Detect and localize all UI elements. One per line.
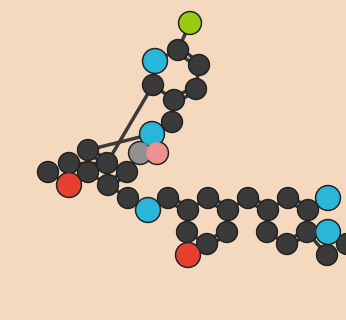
Circle shape: [118, 163, 136, 181]
Circle shape: [136, 197, 161, 222]
Circle shape: [297, 221, 318, 243]
Circle shape: [177, 199, 199, 220]
Circle shape: [147, 143, 167, 163]
Circle shape: [219, 201, 237, 219]
Circle shape: [141, 123, 163, 145]
Circle shape: [189, 54, 209, 76]
Circle shape: [317, 221, 339, 243]
Circle shape: [316, 220, 340, 244]
Circle shape: [99, 176, 117, 194]
Circle shape: [338, 235, 346, 253]
Circle shape: [119, 189, 137, 207]
Circle shape: [279, 189, 297, 207]
Circle shape: [143, 49, 167, 74]
Circle shape: [162, 111, 182, 132]
Circle shape: [144, 50, 166, 72]
Circle shape: [117, 162, 137, 182]
Circle shape: [258, 223, 276, 241]
Circle shape: [259, 201, 277, 219]
Circle shape: [239, 189, 257, 207]
Circle shape: [197, 234, 218, 254]
Circle shape: [337, 234, 346, 254]
Circle shape: [198, 188, 219, 209]
Circle shape: [178, 223, 196, 241]
Circle shape: [163, 113, 181, 131]
Circle shape: [217, 221, 237, 243]
Circle shape: [185, 78, 207, 100]
Circle shape: [98, 174, 118, 196]
Circle shape: [276, 234, 298, 254]
Circle shape: [177, 244, 199, 266]
Circle shape: [218, 223, 236, 241]
Circle shape: [169, 41, 187, 59]
Circle shape: [190, 56, 208, 74]
Circle shape: [316, 186, 340, 211]
Circle shape: [198, 235, 216, 253]
Circle shape: [167, 39, 189, 60]
Circle shape: [146, 141, 169, 164]
Circle shape: [157, 188, 179, 209]
Circle shape: [199, 189, 217, 207]
Circle shape: [218, 199, 238, 220]
Circle shape: [79, 163, 97, 181]
Circle shape: [58, 153, 80, 173]
Circle shape: [144, 76, 162, 94]
Circle shape: [298, 223, 316, 241]
Circle shape: [175, 243, 200, 268]
Circle shape: [187, 80, 205, 98]
Circle shape: [137, 199, 159, 221]
Circle shape: [278, 235, 296, 253]
Circle shape: [299, 201, 317, 219]
Circle shape: [179, 201, 197, 219]
Circle shape: [56, 172, 82, 197]
Circle shape: [317, 244, 337, 266]
Circle shape: [256, 221, 277, 243]
Circle shape: [79, 141, 97, 159]
Circle shape: [143, 75, 164, 95]
Circle shape: [237, 188, 258, 209]
Circle shape: [58, 174, 80, 196]
Circle shape: [317, 187, 339, 209]
Circle shape: [180, 13, 200, 33]
Circle shape: [128, 141, 152, 164]
Circle shape: [130, 143, 150, 163]
Circle shape: [60, 154, 78, 172]
Circle shape: [37, 162, 58, 182]
Circle shape: [78, 140, 99, 161]
Circle shape: [257, 199, 279, 220]
Circle shape: [78, 162, 99, 182]
Circle shape: [165, 91, 183, 109]
Circle shape: [118, 188, 138, 209]
Circle shape: [298, 199, 319, 220]
Circle shape: [97, 153, 118, 173]
Circle shape: [277, 188, 299, 209]
Circle shape: [179, 12, 201, 35]
Circle shape: [176, 221, 198, 243]
Circle shape: [39, 163, 57, 181]
Circle shape: [139, 122, 164, 147]
Circle shape: [98, 154, 116, 172]
Circle shape: [164, 90, 184, 110]
Circle shape: [159, 189, 177, 207]
Circle shape: [318, 246, 336, 264]
